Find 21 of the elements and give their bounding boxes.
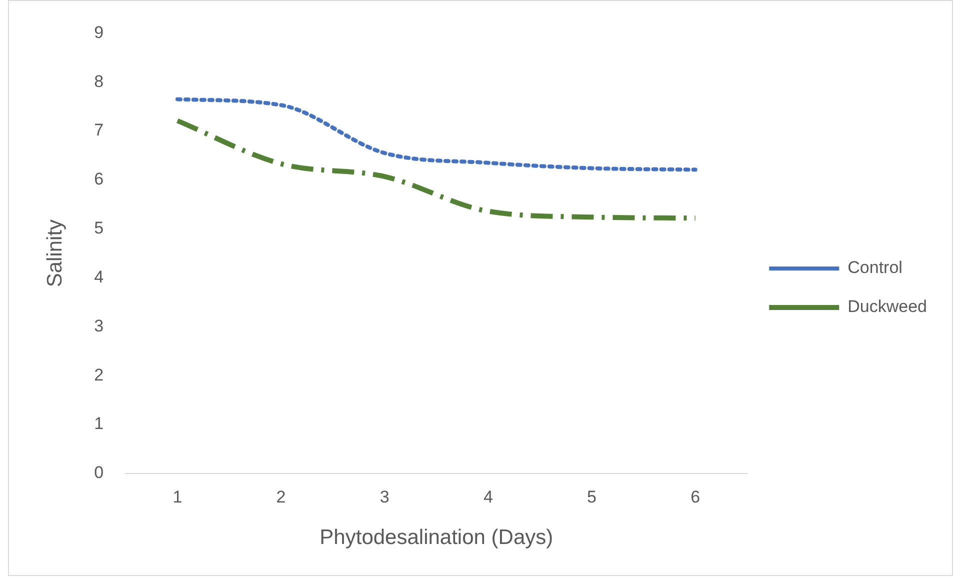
y-tick-label: 5 [94, 218, 104, 238]
x-tick-label: 6 [690, 487, 700, 506]
y-tick-label: 4 [94, 267, 104, 286]
x-tick-label: 1 [172, 487, 182, 506]
legend-label: Control [848, 258, 902, 278]
y-tick-label: 8 [94, 72, 104, 91]
y-tick-label: 0 [94, 463, 104, 482]
x-tick-label: 4 [483, 487, 493, 506]
x-axis-title: Phytodesalination (Days) [320, 526, 554, 550]
line-series [175, 97, 698, 172]
x-tick-label: 3 [380, 487, 390, 506]
y-tick-label: 6 [94, 170, 104, 189]
legend-label: Duckweed [848, 297, 928, 316]
y-tick-label: 2 [94, 365, 104, 384]
y-tick-label: 3 [94, 316, 104, 336]
y-tick-label: 7 [94, 120, 104, 140]
y-tick-label: 1 [94, 414, 104, 434]
x-tick-label: 2 [276, 487, 286, 506]
y-axis-title: Salinity [43, 218, 66, 288]
y-tick-label: 9 [94, 22, 104, 42]
x-tick-label: 5 [587, 487, 596, 506]
